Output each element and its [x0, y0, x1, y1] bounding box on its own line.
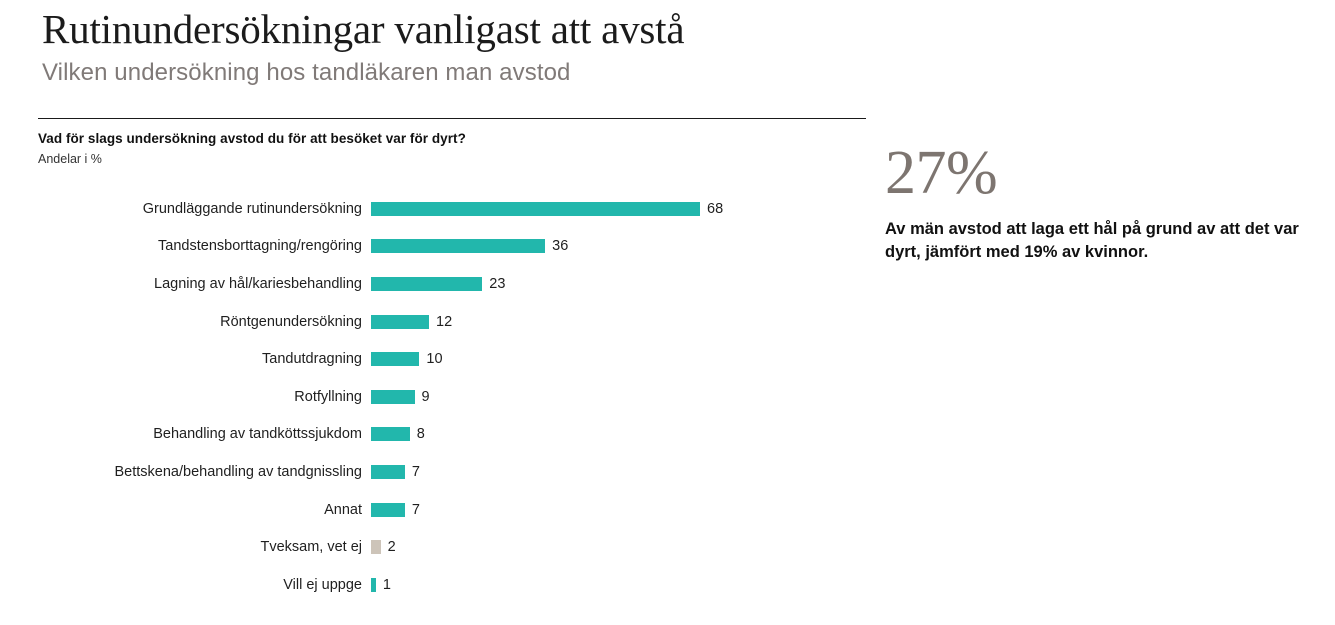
bar-category-label: Vill ej uppge	[283, 576, 362, 593]
bar-track: 9	[371, 388, 866, 406]
bar-track: 23	[371, 275, 866, 293]
bar-category-label: Annat	[324, 501, 362, 518]
bar-value-label: 10	[426, 351, 443, 368]
bar-row: Lagning av hål/kariesbehandling 23	[38, 265, 866, 303]
bar-fill	[371, 464, 405, 479]
bar-fill	[371, 389, 415, 404]
bar-track: 68	[371, 200, 866, 218]
bar-track: 12	[371, 313, 866, 331]
bar-category-label: Tveksam, vet ej	[260, 539, 362, 556]
header-divider	[38, 118, 866, 119]
bar-row: Behandling av tandköttssjukdom 8	[38, 416, 866, 454]
bar-track: 7	[371, 501, 866, 519]
bar-fill	[371, 352, 420, 367]
bar-fill	[371, 577, 376, 592]
bar-track: 7	[371, 463, 866, 481]
bar-fill	[371, 427, 410, 442]
bar-row: Vill ej uppge 1	[38, 566, 866, 604]
bar-category-label: Grundläggande rutinundersökning	[142, 200, 362, 217]
bar-value-label: 7	[411, 501, 420, 518]
bar-row: Bettskena/behandling av tandgnissling 7	[38, 453, 866, 491]
page-header: Rutinundersökningar vanligast att avstå …	[0, 0, 1335, 89]
content-area: Vad för slags undersökning avstod du för…	[0, 118, 1335, 625]
bar-value-label: 8	[416, 426, 425, 443]
page-title: Rutinundersökningar vanligast att avstå	[42, 6, 685, 52]
bar-track: 36	[371, 237, 866, 255]
callout-panel: 27% Av män avstod att laga ett hål på gr…	[885, 140, 1310, 264]
bar-track: 2	[371, 538, 866, 556]
callout-description: Av män avstod att laga ett hål på grund …	[885, 220, 1299, 261]
bar-fill	[371, 239, 546, 254]
bar-row: Annat 7	[38, 491, 866, 529]
bar-fill	[371, 502, 405, 517]
bar-value-label: 1	[382, 576, 391, 593]
bar-category-label: Tandutdragning	[262, 351, 362, 368]
bar-track: 1	[371, 576, 866, 594]
bar-chart: Grundläggande rutinundersökning 68 Tandste…	[38, 190, 866, 604]
bar-value-label: 2	[387, 539, 396, 556]
chart-panel: Vad för slags undersökning avstod du för…	[38, 118, 866, 604]
bar-row: Tveksam, vet ej 2	[38, 528, 866, 566]
bar-row: Rotfyllning 9	[38, 378, 866, 416]
bar-fill	[371, 276, 483, 291]
bar-category-label: Tandstensborttagning/rengöring	[158, 238, 362, 255]
bar-fill	[371, 201, 700, 216]
chart-question-label: Vad för slags undersökning avstod du för…	[38, 131, 466, 146]
bar-category-label: Lagning av hål/kariesbehandling	[154, 275, 362, 292]
bar-category-label: Bettskena/behandling av tandgnissling	[114, 463, 362, 480]
bar-value-label: 9	[421, 388, 430, 405]
bar-row: Röntgenundersökning 12	[38, 303, 866, 341]
bar-value-label: 7	[411, 463, 420, 480]
bar-fill	[371, 540, 381, 555]
bar-category-label: Röntgenundersökning	[220, 313, 362, 330]
page-subtitle: Vilken undersökning hos tandläkaren man …	[42, 59, 571, 86]
bar-row: Grundläggande rutinundersökning 68	[38, 190, 866, 228]
bar-value-label: 23	[489, 275, 506, 292]
bar-category-label: Behandling av tandköttssjukdom	[153, 426, 362, 443]
bar-row: Tandutdragning 10	[38, 340, 866, 378]
bar-track: 10	[371, 350, 866, 368]
bar-value-label: 12	[436, 313, 453, 330]
bar-value-label: 68	[707, 200, 724, 217]
bar-value-label: 36	[552, 238, 569, 255]
bar-row: Tandstensborttagning/rengöring 36	[38, 228, 866, 266]
callout-statistic: 27%	[885, 139, 998, 207]
bar-category-label: Rotfyllning	[294, 388, 362, 405]
bar-fill	[371, 314, 430, 329]
bar-track: 8	[371, 425, 866, 443]
chart-unit-label: Andelar i %	[38, 152, 102, 166]
